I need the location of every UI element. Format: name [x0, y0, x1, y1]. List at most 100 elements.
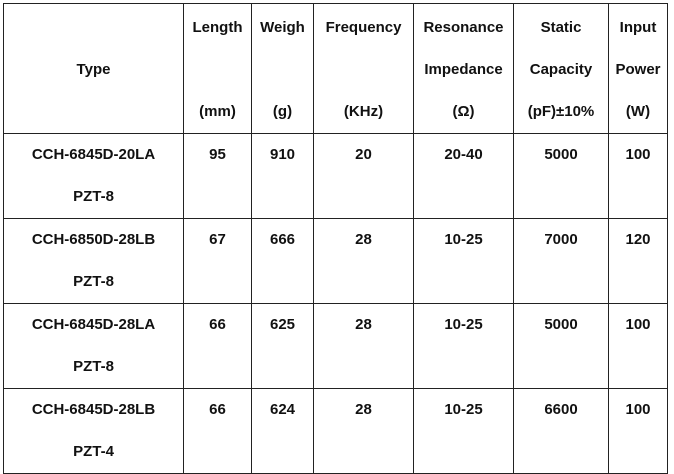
data-row: CCH-6845D-28LA PZT-8 66 625 28 10-25 5000 100 — [3, 303, 668, 389]
data-row: CCH-6845D-28LB PZT-4 66 624 28 10-25 6600 100 — [3, 388, 668, 474]
type-text: PZT-4 — [73, 443, 114, 460]
header-text: Resonance — [423, 19, 504, 36]
cell: 66 — [183, 303, 252, 389]
cell: 100 — [608, 133, 668, 219]
header-stack: Static Capacity (pF)±10% — [514, 4, 608, 133]
header-row: Type Length (mm) Weigh (g) Frequency (KHz) Reso… — [3, 3, 668, 134]
type-text: CCH-6845D-28LA — [31, 316, 156, 333]
header-text: Frequency — [325, 19, 402, 36]
header-cell: Input Power (W) — [608, 3, 668, 134]
cell: 67 — [183, 218, 252, 304]
cell: 28 — [313, 218, 414, 304]
cell-text: 10-25 — [444, 316, 483, 333]
cell: 5000 — [513, 303, 609, 389]
cell: 120 — [608, 218, 668, 304]
cell: 7000 — [513, 218, 609, 304]
cell-text: 120 — [625, 231, 651, 248]
cell: 28 — [313, 388, 414, 474]
cell-text: 910 — [269, 146, 296, 163]
cell: 10-25 — [413, 303, 514, 389]
header-cell: Frequency (KHz) — [313, 3, 414, 134]
header-text: Impedance — [424, 61, 503, 78]
header-text — [184, 49, 251, 91]
cell: 28 — [313, 303, 414, 389]
cell-text: 67 — [209, 231, 226, 248]
header-text — [4, 7, 183, 49]
header-stack: Length (mm) — [184, 4, 251, 133]
cell-text: 100 — [625, 316, 651, 333]
cell: 20 — [313, 133, 414, 219]
cell: 625 — [251, 303, 314, 389]
cell: 10-25 — [413, 218, 514, 304]
cell: 100 — [608, 303, 668, 389]
header-text: Weigh — [260, 19, 305, 36]
cell-text: 7000 — [544, 231, 578, 248]
type-text: PZT-8 — [73, 358, 114, 375]
cell-text: 28 — [355, 401, 372, 418]
type-text: CCH-6845D-28LB — [31, 401, 156, 418]
cell: 910 — [251, 133, 314, 219]
header-text: (pF)±10% — [527, 103, 595, 120]
cell: 66 — [183, 388, 252, 474]
data-row: CCH-6850D-28LB PZT-8 67 666 28 10-25 7000 120 — [3, 218, 668, 304]
cell-text: 66 — [209, 316, 226, 333]
header-cell: Static Capacity (pF)±10% — [513, 3, 609, 134]
cell: CCH-6850D-28LB PZT-8 — [3, 218, 184, 304]
cell-text: 5000 — [544, 146, 578, 163]
cell-text: 28 — [355, 231, 372, 248]
header-text — [314, 49, 413, 91]
header-cell: Weigh (g) — [251, 3, 314, 134]
type-text: CCH-6850D-28LB — [31, 231, 156, 248]
cell-text: 95 — [209, 146, 226, 163]
cell-text: 28 — [355, 316, 372, 333]
header-text: (W) — [625, 103, 651, 120]
cell-text: 10-25 — [444, 401, 483, 418]
header-text: (Ω) — [452, 103, 475, 120]
cell-text: 20-40 — [444, 146, 483, 163]
cell-text: 666 — [269, 231, 296, 248]
header-text: (mm) — [199, 103, 236, 120]
header-text: (g) — [272, 103, 293, 120]
header-cell: Length (mm) — [183, 3, 252, 134]
header-text: Power — [615, 61, 661, 78]
header-text: Type — [76, 61, 111, 78]
header-text: Capacity — [529, 61, 593, 78]
cell-text: 10-25 — [444, 231, 483, 248]
header-stack: Resonance Impedance (Ω) — [414, 4, 513, 133]
cell: CCH-6845D-20LA PZT-8 — [3, 133, 184, 219]
cell-text: 624 — [269, 401, 296, 418]
cell-text: 625 — [269, 316, 296, 333]
type-text: PZT-8 — [73, 188, 114, 205]
header-text: Length — [192, 19, 243, 36]
data-row: CCH-6845D-20LA PZT-8 95 910 20 20-40 5000 100 — [3, 133, 668, 219]
header-cell: Resonance Impedance (Ω) — [413, 3, 514, 134]
header-cell: Type — [3, 3, 184, 134]
header-stack: Frequency (KHz) — [314, 4, 413, 133]
cell: 666 — [251, 218, 314, 304]
header-text — [252, 49, 313, 91]
type-text: CCH-6845D-20LA — [31, 146, 156, 163]
header-text — [4, 91, 183, 133]
header-stack: Type — [4, 4, 183, 133]
type-text: PZT-8 — [73, 273, 114, 290]
cell: 624 — [251, 388, 314, 474]
cell: 100 — [608, 388, 668, 474]
cell: CCH-6845D-28LB PZT-4 — [3, 388, 184, 474]
cell-text: 100 — [625, 401, 651, 418]
cell-text: 5000 — [544, 316, 578, 333]
header-stack: Weigh (g) — [252, 4, 313, 133]
cell: 20-40 — [413, 133, 514, 219]
cell: 6600 — [513, 388, 609, 474]
header-text: (KHz) — [343, 103, 384, 120]
cell: 95 — [183, 133, 252, 219]
cell: 10-25 — [413, 388, 514, 474]
cell-text: 20 — [355, 146, 372, 163]
header-text: Input — [619, 19, 657, 36]
cell-text: 100 — [625, 146, 651, 163]
cell: CCH-6845D-28LA PZT-8 — [3, 303, 184, 389]
cell: 5000 — [513, 133, 609, 219]
header-stack: Input Power (W) — [609, 4, 667, 133]
header-text: Static — [540, 19, 582, 36]
cell-text: 6600 — [544, 401, 578, 418]
